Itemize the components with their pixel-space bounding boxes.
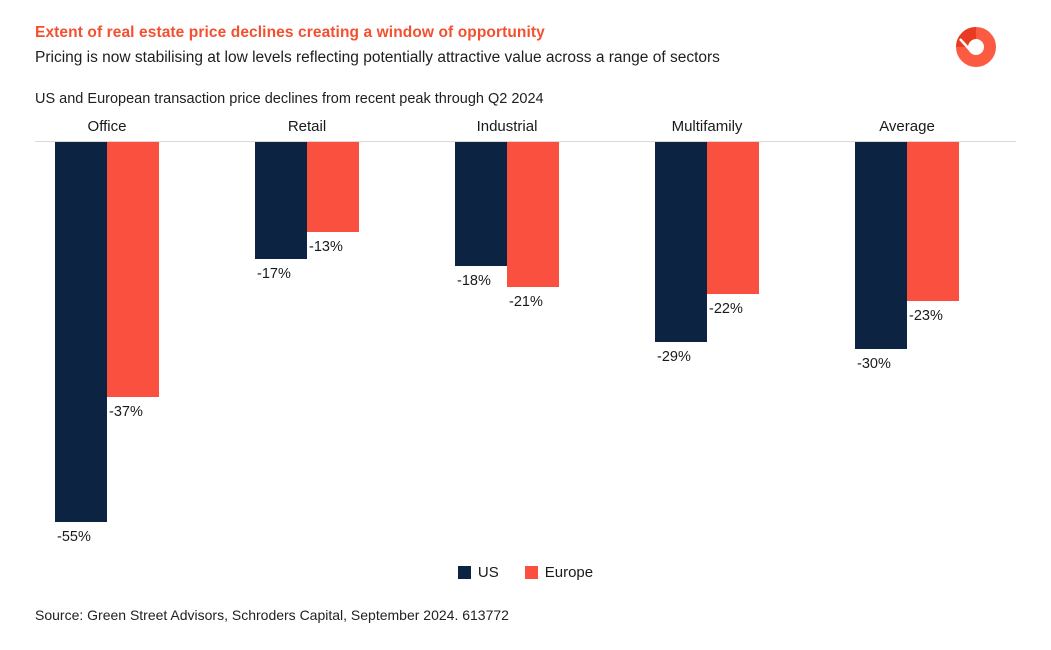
category-label-multifamily: Multifamily	[671, 118, 743, 135]
chart-plot: -55% -37% -17% -13% -18% -21% -29% -22% -30% -23%	[35, 142, 1016, 562]
bar-us-retail	[255, 142, 307, 260]
bar-us-office	[55, 142, 107, 522]
bar-europe-office	[107, 142, 159, 398]
category-label-office: Office	[87, 118, 127, 135]
schroders-logo-icon	[956, 27, 996, 67]
bar-value-us-multifamily: -29%	[657, 349, 691, 366]
legend-item-europe: Europe	[524, 564, 594, 581]
bar-us-average	[855, 142, 907, 349]
bar-europe-retail	[307, 142, 359, 232]
schroders-logo	[955, 26, 997, 68]
bar-value-us-retail: -17%	[257, 266, 291, 283]
bar-europe-industrial	[507, 142, 559, 287]
category-label-average: Average	[879, 118, 935, 135]
bar-value-us-average: -30%	[857, 356, 891, 372]
bar-value-europe-retail: -13%	[309, 238, 343, 255]
legend: US Europe	[0, 564, 1051, 581]
legend-swatch-us	[457, 566, 471, 579]
bar-us-multifamily	[655, 142, 707, 343]
legend-swatch-europe	[524, 566, 538, 579]
zero-axis-line	[35, 141, 1016, 142]
category-label-band: Office Retail Industrial Multifamily Average	[35, 107, 1016, 141]
bar-europe-multifamily	[707, 142, 759, 294]
page-subtitle: Pricing is now stabilising at low levels…	[35, 49, 720, 66]
page-title: Extent of real estate price declines cre…	[35, 24, 545, 41]
bar-value-us-office: -55%	[57, 528, 91, 545]
bar-us-industrial	[455, 142, 507, 267]
bar-europe-average	[907, 142, 959, 301]
bar-chart: Office Retail Industrial Multifamily Average…	[35, 107, 1016, 562]
source-note: Source: Green Street Advisors, Schroders…	[35, 607, 509, 623]
legend-label-europe: Europe	[544, 564, 594, 581]
bar-value-europe-average: -23%	[909, 307, 943, 324]
category-label-retail: Retail	[287, 118, 327, 135]
legend-label-us: US	[477, 564, 499, 581]
bar-value-europe-multifamily: -22%	[709, 300, 743, 317]
bar-value-us-industrial: -18%	[457, 273, 491, 290]
bar-value-europe-office: -37%	[109, 404, 143, 421]
bar-value-europe-industrial: -21%	[509, 293, 543, 310]
category-label-industrial: Industrial	[476, 118, 538, 135]
legend-item-us: US	[457, 564, 499, 581]
header: Extent of real estate price declines cre…	[0, 0, 1051, 107]
chart-caption: US and European transaction price declin…	[35, 91, 544, 107]
